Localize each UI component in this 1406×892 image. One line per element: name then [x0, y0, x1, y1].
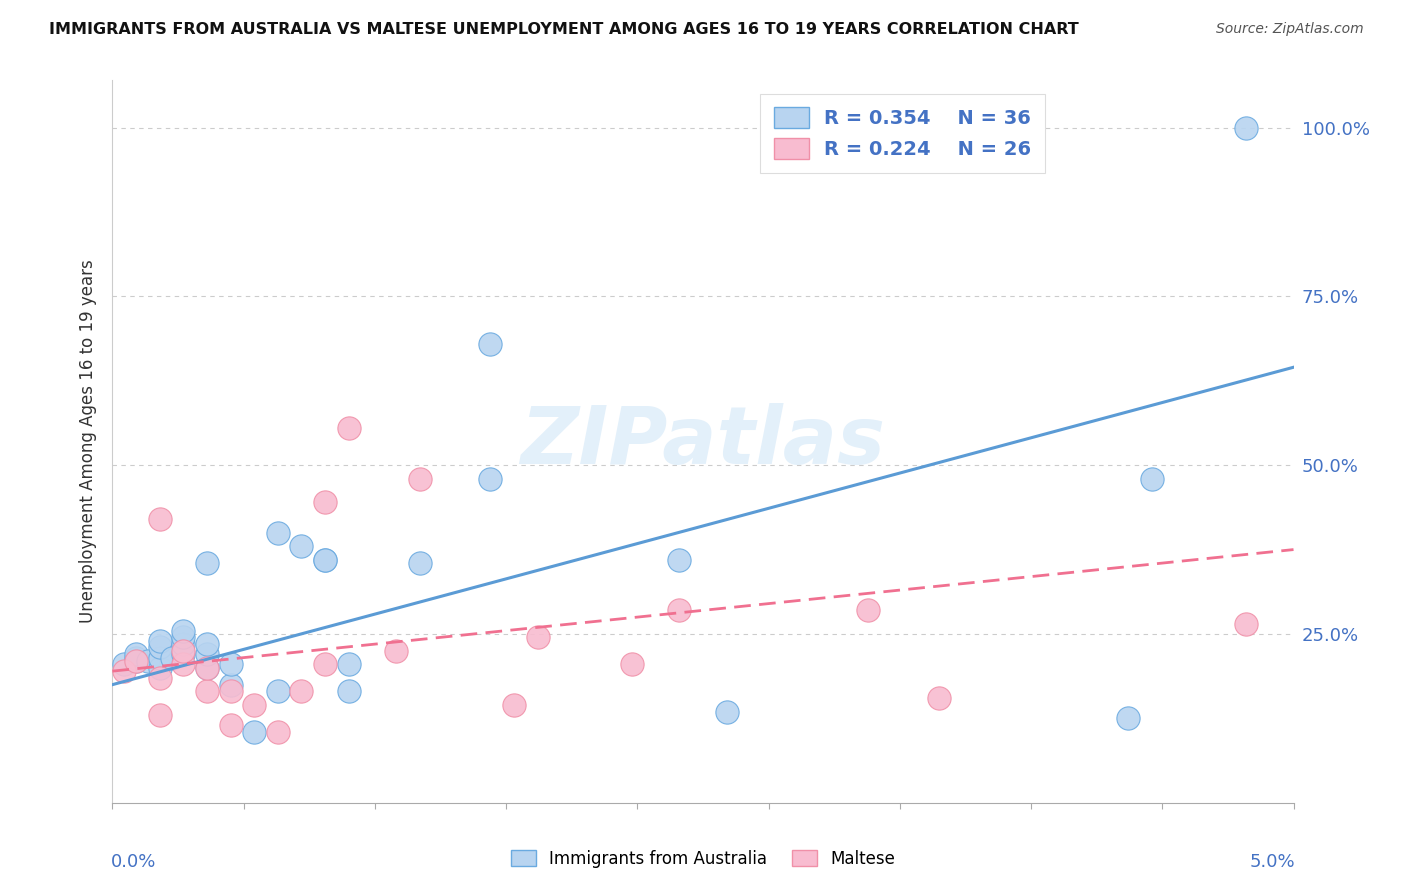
- Legend: R = 0.354    N = 36, R = 0.224    N = 26: R = 0.354 N = 36, R = 0.224 N = 26: [761, 94, 1045, 173]
- Y-axis label: Unemployment Among Ages 16 to 19 years: Unemployment Among Ages 16 to 19 years: [79, 260, 97, 624]
- Point: [290, 684, 312, 698]
- Point: [172, 624, 194, 638]
- Point: [267, 525, 290, 540]
- Point: [337, 421, 360, 435]
- Text: Source: ZipAtlas.com: Source: ZipAtlas.com: [1216, 22, 1364, 37]
- Point: [928, 691, 950, 706]
- Point: [195, 556, 218, 570]
- Point: [149, 671, 172, 685]
- Point: [479, 472, 502, 486]
- Point: [172, 631, 194, 645]
- Point: [385, 644, 408, 658]
- Point: [195, 684, 218, 698]
- Text: ZIPatlas: ZIPatlas: [520, 402, 886, 481]
- Legend: Immigrants from Australia, Maltese: Immigrants from Australia, Maltese: [505, 844, 901, 875]
- Point: [479, 336, 502, 351]
- Point: [219, 657, 242, 672]
- Point: [172, 657, 194, 672]
- Point: [195, 661, 218, 675]
- Point: [668, 552, 690, 566]
- Point: [1234, 120, 1257, 135]
- Text: IMMIGRANTS FROM AUSTRALIA VS MALTESE UNEMPLOYMENT AMONG AGES 16 TO 19 YEARS CORR: IMMIGRANTS FROM AUSTRALIA VS MALTESE UNE…: [49, 22, 1078, 37]
- Point: [337, 684, 360, 698]
- Point: [125, 654, 148, 668]
- Point: [314, 657, 336, 672]
- Point: [149, 633, 172, 648]
- Point: [172, 647, 194, 661]
- Point: [1116, 711, 1139, 725]
- Point: [503, 698, 526, 712]
- Point: [149, 640, 172, 655]
- Point: [149, 708, 172, 723]
- Point: [408, 472, 430, 486]
- Point: [160, 650, 183, 665]
- Point: [195, 637, 218, 651]
- Point: [1234, 616, 1257, 631]
- Point: [136, 654, 159, 668]
- Point: [243, 698, 266, 712]
- Point: [408, 556, 430, 570]
- Point: [858, 603, 880, 617]
- Point: [526, 631, 548, 645]
- Point: [243, 725, 266, 739]
- Point: [219, 718, 242, 732]
- Point: [1140, 472, 1163, 486]
- Point: [125, 650, 148, 665]
- Point: [195, 647, 218, 661]
- Text: 0.0%: 0.0%: [111, 854, 156, 871]
- Point: [172, 644, 194, 658]
- Text: 5.0%: 5.0%: [1249, 854, 1295, 871]
- Point: [125, 647, 148, 661]
- Point: [716, 705, 738, 719]
- Point: [112, 657, 135, 672]
- Point: [195, 661, 218, 675]
- Point: [314, 552, 336, 566]
- Point: [314, 552, 336, 566]
- Point: [314, 495, 336, 509]
- Point: [219, 684, 242, 698]
- Point: [149, 512, 172, 526]
- Point: [125, 654, 148, 668]
- Point: [337, 657, 360, 672]
- Point: [668, 603, 690, 617]
- Point: [290, 539, 312, 553]
- Point: [172, 637, 194, 651]
- Point: [267, 684, 290, 698]
- Point: [112, 664, 135, 678]
- Point: [267, 725, 290, 739]
- Point: [219, 678, 242, 692]
- Point: [149, 650, 172, 665]
- Point: [621, 657, 644, 672]
- Point: [149, 661, 172, 675]
